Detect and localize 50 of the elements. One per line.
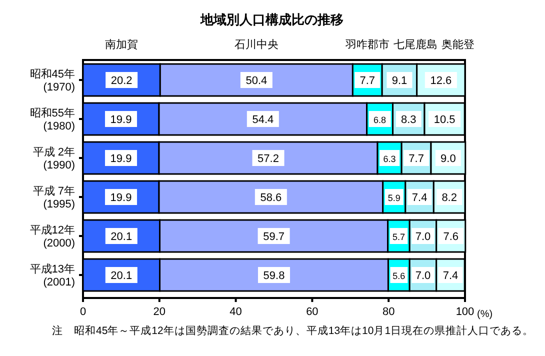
y-tick-label: 平成 7年 (1995) — [32, 184, 75, 210]
data-label: 19.9 — [110, 192, 132, 204]
x-tick-label: 0 — [80, 306, 86, 318]
data-label: 8.2 — [442, 192, 457, 204]
data-label: 7.4 — [442, 270, 458, 282]
data-label: 20.2 — [110, 75, 132, 87]
series-label: 奥能登 — [441, 38, 474, 51]
series-label: 羽咋郡市 — [345, 38, 390, 51]
y-tick-label: 平成 2年 (1990) — [32, 146, 75, 172]
data-label: 20.1 — [110, 231, 132, 243]
y-tick-label: 平成13年 (2001) — [30, 262, 75, 288]
data-label: 6.8 — [374, 115, 386, 125]
data-label: 10.5 — [434, 114, 456, 126]
data-label: 19.9 — [110, 114, 132, 126]
x-tick-label: 80 — [382, 306, 395, 318]
series-label: 七尾鹿島 — [393, 38, 438, 51]
data-label: 54.4 — [252, 114, 274, 126]
data-label: 9.1 — [392, 75, 408, 87]
data-label: 7.7 — [408, 153, 424, 165]
data-label: 6.3 — [383, 154, 396, 164]
chart-title: 地域別人口構成比の推移 — [200, 12, 344, 27]
data-label: 5.9 — [388, 193, 400, 203]
data-label: 59.7 — [263, 231, 285, 243]
data-label: 20.1 — [110, 270, 132, 282]
data-label: 7.6 — [443, 231, 459, 243]
data-label: 59.8 — [263, 270, 285, 282]
y-tick-label: 昭和45年 (1970) — [30, 68, 75, 94]
series-label: 南加賀 — [105, 38, 138, 51]
y-tick-label: 平成12年 (2000) — [30, 224, 75, 250]
x-tick-label: 40 — [230, 306, 242, 318]
data-label: 5.6 — [392, 271, 406, 281]
x-tick-label: 60 — [306, 306, 318, 318]
x-tick-label: 100 — [456, 306, 474, 318]
data-label: 5.7 — [392, 232, 405, 242]
y-tick-label: 昭和55年 (1980) — [30, 106, 75, 132]
x-axis-title: (%) — [477, 309, 493, 320]
data-label: 7.4 — [412, 192, 428, 204]
data-label: 7.7 — [360, 75, 376, 87]
data-label: 8.3 — [401, 114, 416, 126]
data-label: 58.6 — [260, 192, 282, 204]
text: 注 昭和45年～平成12年は国勢調査の結果であり、平成13年は10月1日現在の県推計人口である。 — [52, 324, 534, 337]
data-label: 57.2 — [258, 153, 279, 165]
data-label: 7.0 — [415, 270, 431, 282]
x-tick-label: 20 — [153, 306, 166, 318]
data-label: 7.0 — [415, 231, 431, 243]
data-label: 9.0 — [440, 153, 456, 165]
series-label: 石川中央 — [234, 38, 278, 51]
data-label: 12.6 — [430, 75, 452, 87]
data-label: 19.9 — [110, 153, 132, 165]
data-label: 50.4 — [246, 75, 268, 87]
